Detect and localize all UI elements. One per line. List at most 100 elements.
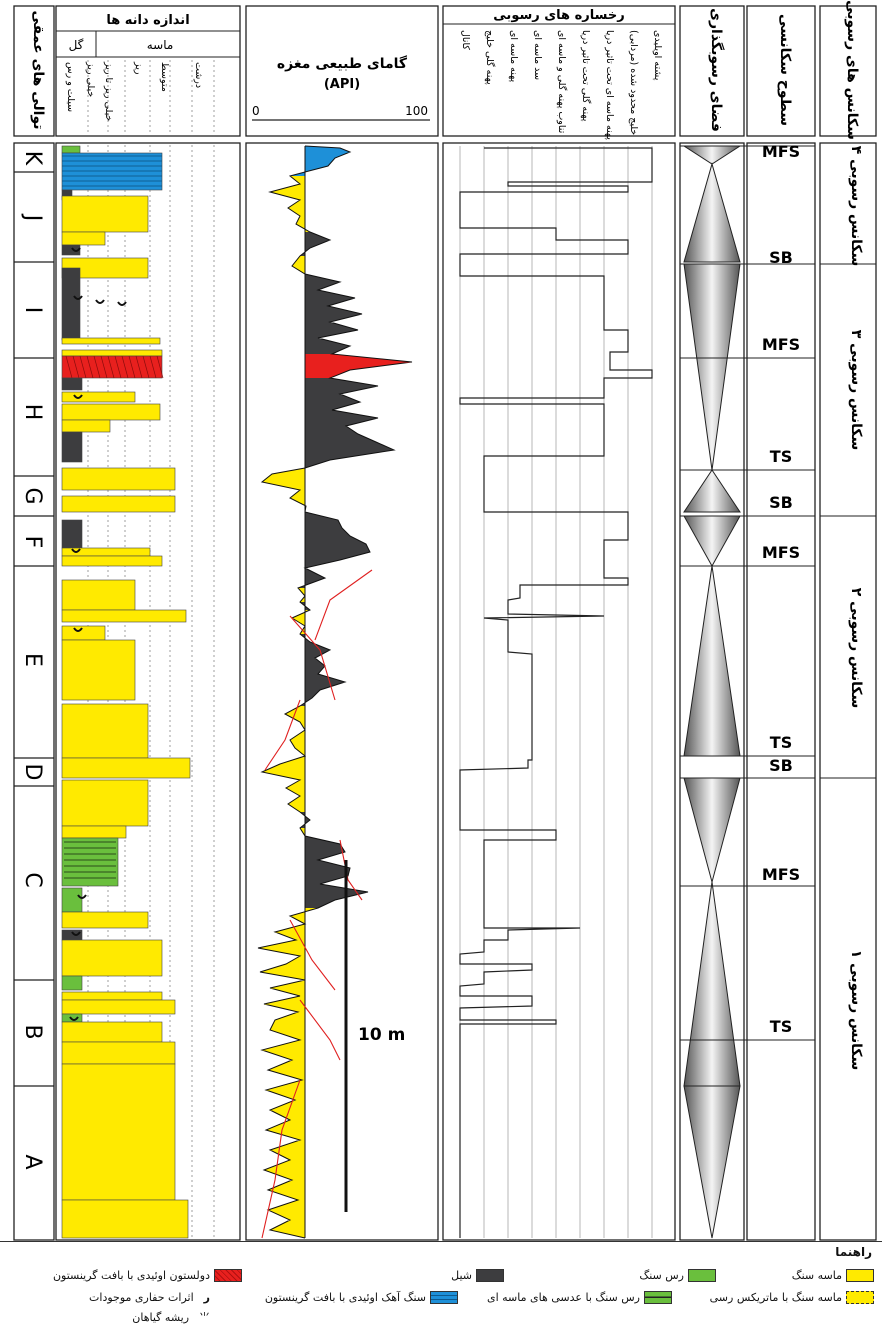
gamma-segment [262, 1050, 305, 1060]
burrow-mark [73, 295, 83, 300]
grain-class-label: خیلی ریز تا ریز [103, 61, 114, 121]
lithology-bed [61, 991, 163, 1001]
grain-class-label: درشت [193, 62, 204, 88]
facies-labels: کانال پهنه گلی خلیج پهنه ماسه ای سد ماسه ای… [460, 30, 663, 140]
surface-label: MFS [762, 335, 800, 354]
gamma-segment [264, 1160, 305, 1170]
burrow-mark [71, 247, 81, 252]
legend-label: ماسه سنگ [791, 1268, 842, 1282]
accommodation-triangle [683, 515, 741, 568]
burrow-mark [71, 548, 81, 553]
interval-label: A [20, 1154, 45, 1169]
gamma-segment [305, 536, 366, 544]
gamma-segment [288, 200, 305, 208]
gamma-segment [305, 658, 325, 666]
accommodation-triangle [683, 881, 741, 1087]
facies-grid [459, 146, 653, 1238]
grain-class-label: خیلی ریز [85, 61, 96, 97]
gamma-segment [268, 1190, 305, 1200]
legend-limestone: سنگ آهک اوئیدی با بافت گرینستون [265, 1289, 458, 1305]
facies-curve-line [459, 147, 653, 1238]
trend-curve [264, 699, 301, 771]
claystone-sand-lenses-swatch [644, 1290, 672, 1304]
column-frames [13, 5, 877, 1241]
burrow-mark [117, 301, 127, 306]
facies-label: پهنه ماسه ای تحت تاثیر دریا [604, 30, 615, 140]
gamma-log [257, 145, 413, 1239]
gamma-segment [262, 764, 305, 772]
lithology-bed [61, 431, 83, 463]
burrow-mark [73, 627, 83, 632]
gamma-segment [305, 844, 345, 852]
grain-class-label: سیلت و رس [65, 62, 76, 112]
interval-label: I [20, 307, 45, 314]
accommodation-triangle [683, 469, 741, 513]
gamma-segment [305, 426, 358, 434]
burrow-mark [73, 394, 83, 399]
lithology-bars [61, 145, 191, 1239]
scale-bar-label: 10 m [358, 1025, 405, 1045]
gamma-segment [305, 386, 378, 394]
legend-shale: شیل [451, 1267, 504, 1283]
gamma-segment [305, 370, 350, 378]
gamma-segment [305, 314, 362, 322]
facies-label: (مردابی) خلیج محدود شده [628, 30, 639, 135]
accommodation-triangle [683, 1085, 741, 1239]
gamma-segment [296, 216, 305, 224]
lithology-bed [61, 929, 83, 941]
gamma-segment [286, 780, 305, 788]
gamma-segment [305, 552, 370, 560]
gamma-curve [257, 145, 413, 1239]
header-accommodation: فضای رسوبگذاری [708, 8, 725, 132]
sequence-label: سکانس رسوبی ۱ [848, 950, 864, 1071]
grain-classes: سیلت و رس خیلی ریز خیلی ریز تا ریز ریز متوسط… [65, 61, 204, 121]
gamma-segment [305, 690, 320, 698]
gamma-segment [270, 1220, 305, 1230]
limestone-swatch [430, 1290, 458, 1304]
gamma-segment [305, 378, 378, 386]
legend-label: شیل [451, 1268, 472, 1282]
gamma-segment [305, 418, 378, 426]
hatch-line [72, 355, 80, 379]
header-grain-size: اندازه دانه ها [106, 13, 189, 28]
surface-label: TS [770, 733, 792, 752]
facies-curve [459, 147, 653, 1238]
grain-mud: گل [69, 38, 84, 52]
legend-label: دولستون اوئیدی با بافت گرینستون [52, 1268, 210, 1282]
accommodation-triangle [683, 565, 741, 757]
gamma-segment [270, 1100, 305, 1110]
surface-label: SB [769, 756, 793, 775]
interval-label: C [20, 872, 45, 887]
trend-curve [339, 839, 363, 901]
gamma-title: گامای طبیعی مغزه [277, 55, 408, 72]
surface-label: SB [769, 493, 793, 512]
burrow-mark [95, 299, 105, 304]
gamma-scale-max: 100 [405, 104, 428, 118]
sequence-label: سکانس رسوبی ۳ [848, 330, 864, 451]
surface-label: MFS [762, 543, 800, 562]
lithology-bed [61, 999, 176, 1015]
legend-plant-roots: ⺌ ریشه گیاهان [132, 1309, 210, 1325]
gamma-segment [305, 666, 325, 674]
legend-label: سنگ آهک اوئیدی با بافت گرینستون [264, 1290, 426, 1304]
surface-label: TS [770, 447, 792, 466]
facies-label: تناوب پهنه گلی و ماسه ای [556, 30, 568, 134]
lithology-bed [61, 579, 136, 611]
gamma-segment [305, 544, 370, 552]
gamma-segment [305, 158, 335, 166]
lithology-bed [61, 495, 176, 513]
hatch-line [149, 355, 157, 379]
hatch-line [107, 355, 115, 379]
lithology-bed [61, 267, 81, 341]
gamma-unit: (API) [324, 77, 360, 92]
hatch-line [86, 355, 94, 379]
gamma-segment [305, 298, 355, 306]
lithology-bed [61, 391, 136, 403]
facies-label: پهنه گلی خلیج [484, 30, 496, 85]
shale-swatch [476, 1268, 504, 1282]
facies-label: کانال [460, 30, 471, 50]
hatch-line [156, 355, 164, 379]
gamma-segment [305, 682, 345, 690]
accommodation-triangle [683, 777, 741, 884]
lithology-bed [61, 1199, 189, 1239]
